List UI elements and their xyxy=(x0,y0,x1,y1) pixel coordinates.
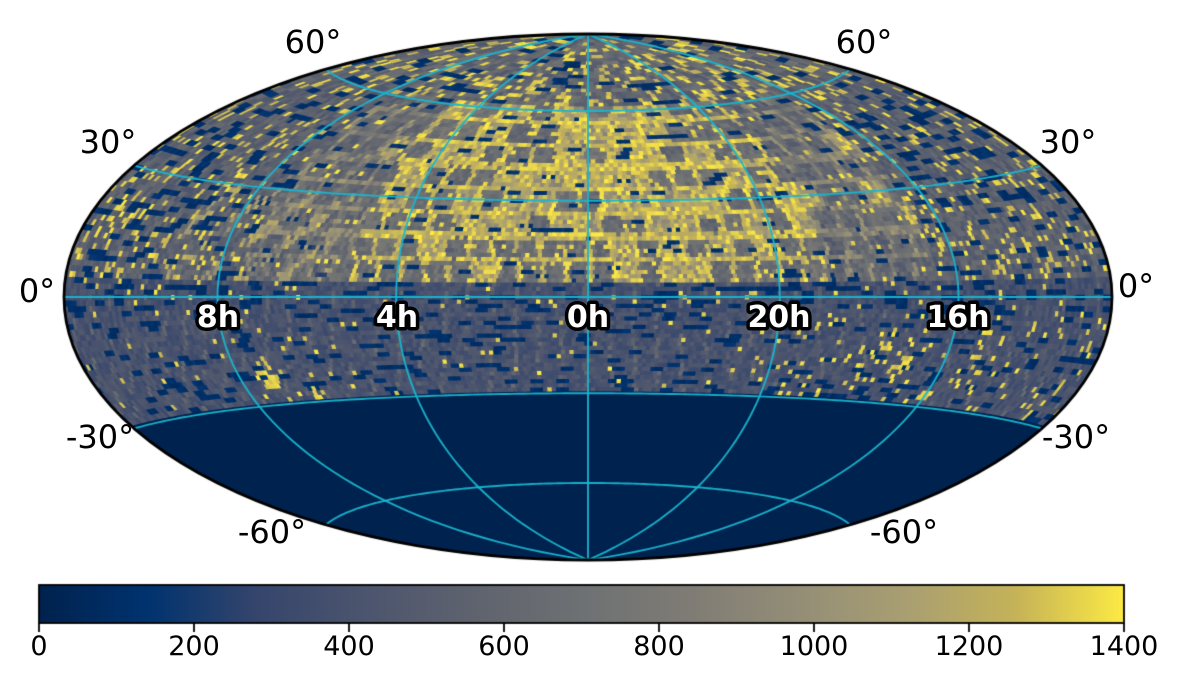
dec-label-right-30: 30° xyxy=(1039,123,1097,161)
colorbar-tick-label-0: 0 xyxy=(30,631,48,662)
colorbar-tick-label-1400: 1400 xyxy=(1089,631,1159,662)
dec-label-left-30: 30° xyxy=(79,123,137,161)
colorbar-tick-label-1200: 1200 xyxy=(934,631,1004,662)
ra-label-4h: 4h xyxy=(376,300,418,335)
dec-label-right-m60: -60° xyxy=(869,513,939,551)
ra-label-8h: 8h xyxy=(197,300,239,335)
dec-label-left-m30: -30° xyxy=(65,418,135,456)
dec-label-left-60: 60° xyxy=(284,23,342,61)
ra-label-20h: 20h xyxy=(747,300,810,335)
dec-label-left-m60: -60° xyxy=(237,513,307,551)
ra-label-0h: 0h xyxy=(567,300,609,335)
dec-label-left-0: 0° xyxy=(18,272,56,310)
dec-label-right-60: 60° xyxy=(835,23,893,61)
colorbar-tick-label-400: 400 xyxy=(323,631,375,662)
dec-label-right-0: 0° xyxy=(1117,267,1155,305)
colorbar-tick-label-800: 800 xyxy=(633,631,685,662)
colorbar-tick-label-1000: 1000 xyxy=(779,631,849,662)
colorbar-tick-label-200: 200 xyxy=(168,631,220,662)
dec-label-right-m30: -30° xyxy=(1041,418,1111,456)
colorbar-tick-label-600: 600 xyxy=(478,631,530,662)
ra-label-16h: 16h xyxy=(926,300,989,335)
